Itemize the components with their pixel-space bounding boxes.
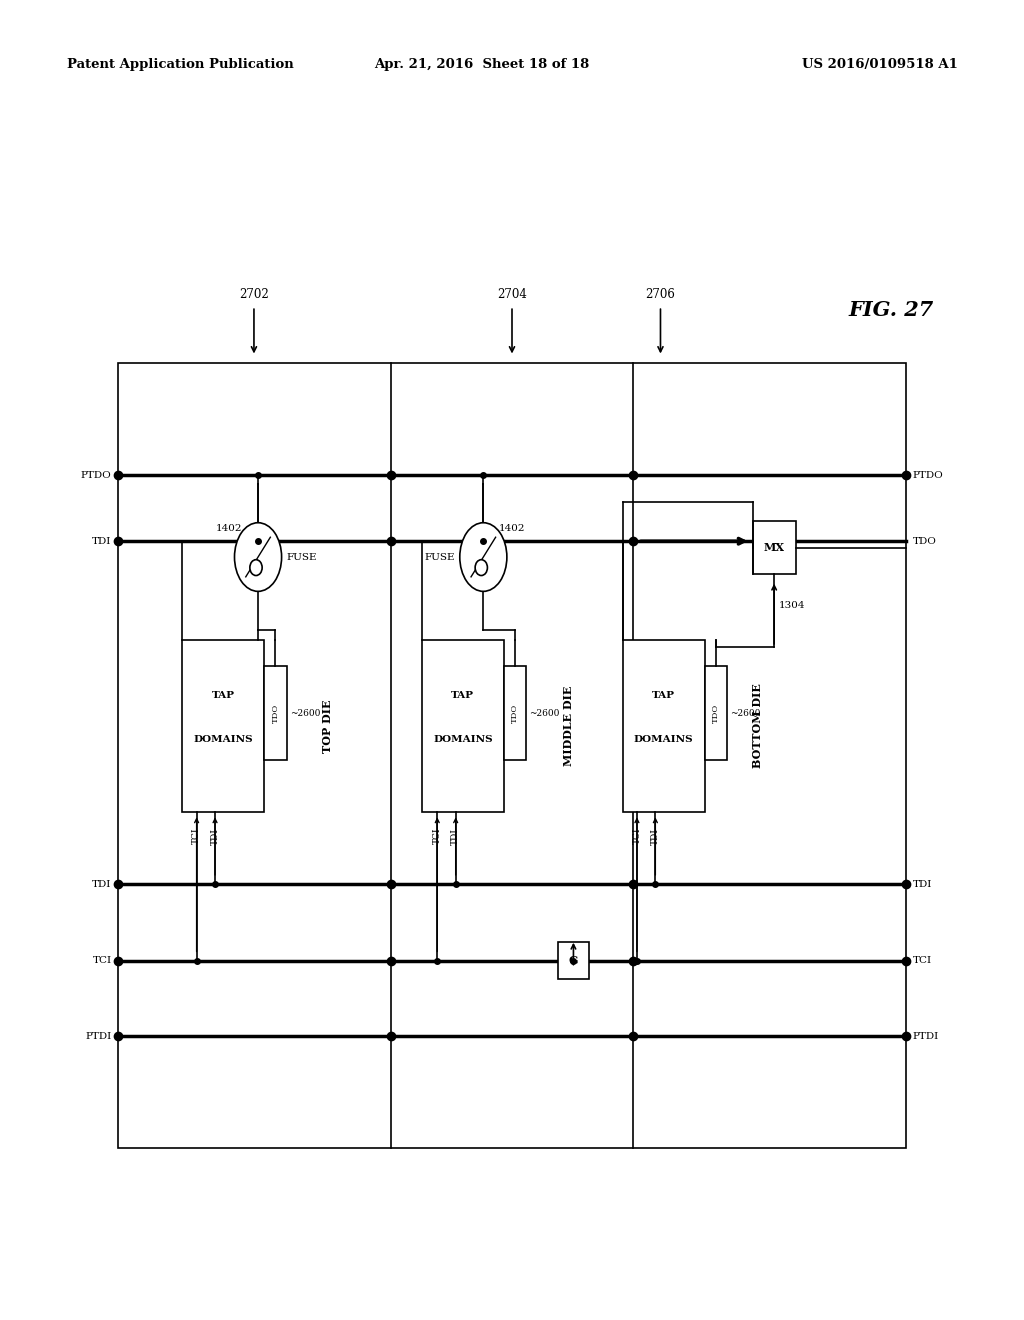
Text: TCI: TCI bbox=[92, 957, 112, 965]
Text: PTDI: PTDI bbox=[85, 1032, 112, 1040]
Bar bbox=[705, 667, 727, 760]
Text: TDO: TDO bbox=[271, 704, 280, 723]
Text: TDI: TDI bbox=[452, 828, 460, 845]
Text: TCI: TCI bbox=[193, 828, 201, 845]
Text: TCI: TCI bbox=[433, 828, 441, 845]
Bar bbox=[623, 640, 705, 812]
Text: TDI: TDI bbox=[92, 880, 112, 888]
Text: TDI: TDI bbox=[211, 828, 219, 845]
Text: 1402: 1402 bbox=[499, 524, 525, 533]
Text: BOTTOM DIE: BOTTOM DIE bbox=[753, 684, 763, 768]
Circle shape bbox=[250, 560, 262, 576]
Circle shape bbox=[475, 560, 487, 576]
Text: G: G bbox=[568, 956, 579, 966]
Text: ~2600: ~2600 bbox=[529, 709, 560, 718]
Text: PTDI: PTDI bbox=[912, 1032, 939, 1040]
Bar bbox=[118, 363, 906, 1148]
Text: TAP: TAP bbox=[652, 690, 675, 700]
Text: DOMAINS: DOMAINS bbox=[634, 735, 693, 744]
Text: PTDO: PTDO bbox=[81, 471, 112, 479]
Text: 2702: 2702 bbox=[239, 288, 269, 301]
Text: FUSE: FUSE bbox=[424, 553, 455, 561]
Ellipse shape bbox=[460, 523, 507, 591]
Text: FIG. 27: FIG. 27 bbox=[848, 300, 934, 321]
Ellipse shape bbox=[234, 523, 282, 591]
Text: TDO: TDO bbox=[511, 704, 519, 723]
Text: TAP: TAP bbox=[212, 690, 234, 700]
Text: 1402: 1402 bbox=[216, 524, 243, 533]
Text: US 2016/0109518 A1: US 2016/0109518 A1 bbox=[802, 58, 957, 71]
Text: ~2600: ~2600 bbox=[290, 709, 321, 718]
Text: PTDO: PTDO bbox=[912, 471, 943, 479]
Text: TDI: TDI bbox=[92, 537, 112, 545]
Text: TDI: TDI bbox=[651, 828, 659, 845]
Text: TCI: TCI bbox=[912, 957, 932, 965]
Text: TDI: TDI bbox=[912, 880, 932, 888]
Text: DOMAINS: DOMAINS bbox=[194, 735, 253, 744]
Bar bbox=[264, 667, 287, 760]
Text: 2704: 2704 bbox=[497, 288, 527, 301]
Bar bbox=[182, 640, 264, 812]
Bar bbox=[753, 521, 796, 574]
Bar bbox=[422, 640, 504, 812]
Text: MX: MX bbox=[764, 543, 784, 553]
Text: TOP DIE: TOP DIE bbox=[323, 700, 333, 752]
Text: TAP: TAP bbox=[452, 690, 474, 700]
Text: TDO: TDO bbox=[912, 537, 936, 545]
Bar bbox=[558, 942, 589, 979]
Text: FUSE: FUSE bbox=[287, 553, 317, 561]
Text: ~2600: ~2600 bbox=[730, 709, 761, 718]
Text: MIDDLE DIE: MIDDLE DIE bbox=[563, 686, 573, 766]
Text: DOMAINS: DOMAINS bbox=[433, 735, 493, 744]
Text: 1304: 1304 bbox=[779, 601, 806, 610]
Text: 2706: 2706 bbox=[645, 288, 676, 301]
Text: TDO: TDO bbox=[712, 704, 720, 723]
Text: TCI: TCI bbox=[633, 828, 641, 845]
Text: Patent Application Publication: Patent Application Publication bbox=[67, 58, 293, 71]
Bar bbox=[504, 667, 526, 760]
Text: Apr. 21, 2016  Sheet 18 of 18: Apr. 21, 2016 Sheet 18 of 18 bbox=[374, 58, 589, 71]
